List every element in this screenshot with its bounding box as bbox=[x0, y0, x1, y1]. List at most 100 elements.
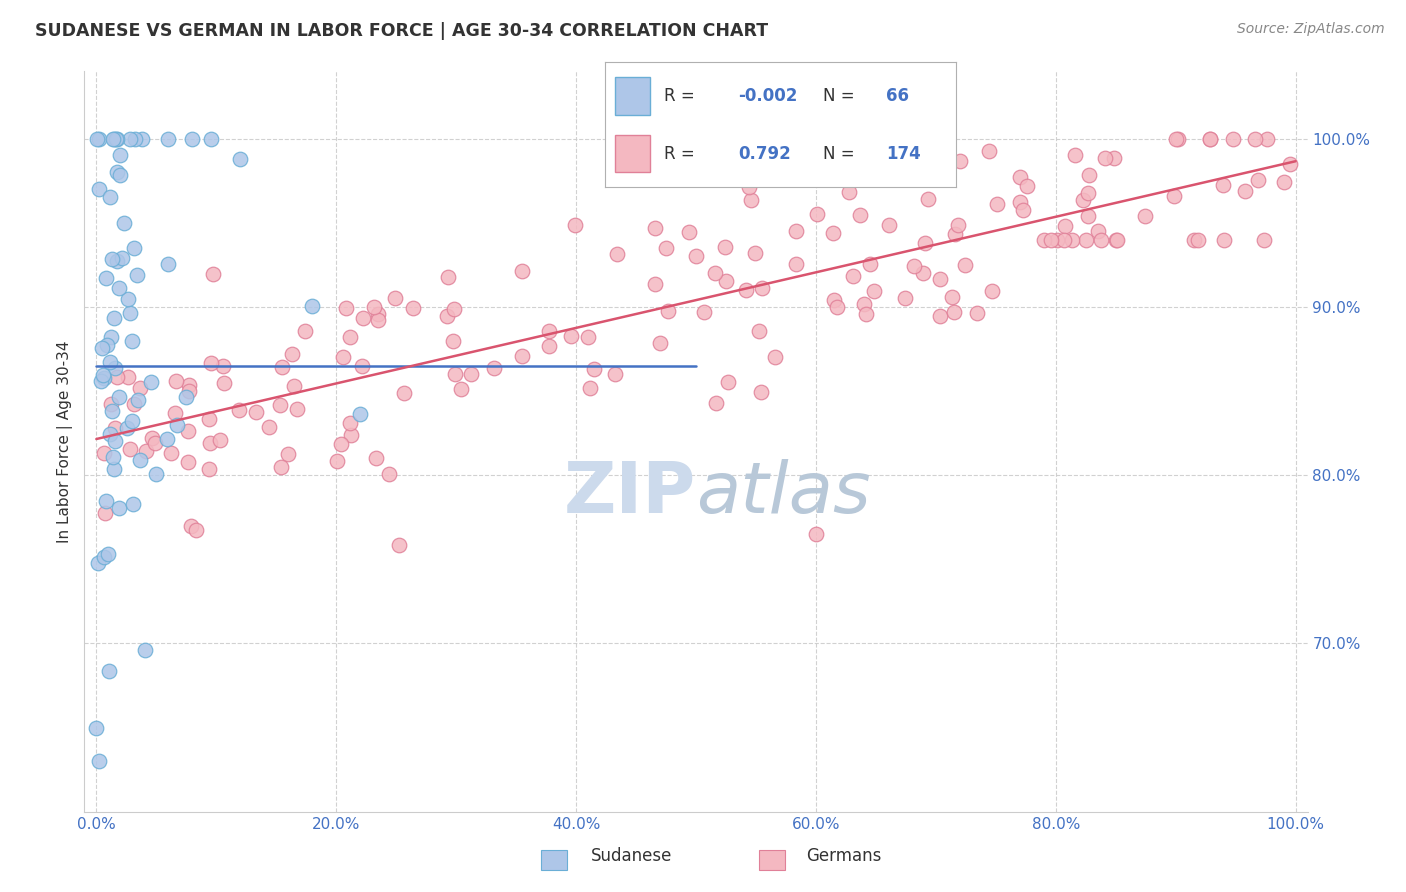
Point bbox=[388, 538, 411, 552]
Point bbox=[212, 376, 235, 390]
Point bbox=[946, 218, 969, 232]
Point bbox=[101, 131, 124, 145]
Point bbox=[862, 285, 884, 299]
Point bbox=[1071, 193, 1094, 207]
Point bbox=[180, 519, 202, 533]
Point bbox=[108, 168, 131, 182]
Point bbox=[785, 224, 807, 238]
Point bbox=[564, 218, 586, 232]
Point bbox=[245, 405, 267, 419]
Text: 174: 174 bbox=[886, 145, 921, 162]
Point bbox=[748, 324, 770, 338]
Point bbox=[103, 310, 125, 325]
Point bbox=[87, 182, 110, 196]
Point bbox=[104, 131, 127, 145]
Text: Source: ZipAtlas.com: Source: ZipAtlas.com bbox=[1237, 22, 1385, 37]
Point bbox=[257, 419, 280, 434]
Point bbox=[441, 334, 464, 348]
Point bbox=[339, 330, 361, 344]
Point bbox=[124, 131, 146, 145]
Point bbox=[281, 347, 304, 361]
Point bbox=[648, 335, 671, 350]
Point bbox=[1105, 233, 1128, 247]
Point bbox=[105, 254, 128, 268]
Point bbox=[482, 360, 505, 375]
Point bbox=[157, 257, 180, 271]
Point bbox=[93, 549, 115, 564]
Point bbox=[1222, 131, 1244, 145]
Point bbox=[644, 221, 666, 235]
Point bbox=[335, 301, 357, 315]
Point bbox=[367, 313, 389, 327]
Point bbox=[98, 427, 121, 442]
Point bbox=[1017, 179, 1039, 194]
Point bbox=[510, 349, 533, 363]
Point bbox=[283, 379, 305, 393]
Point bbox=[122, 497, 145, 511]
Point bbox=[1053, 233, 1076, 247]
Point bbox=[301, 299, 323, 313]
Point bbox=[200, 356, 222, 370]
Point bbox=[1008, 169, 1031, 184]
Point bbox=[209, 434, 232, 448]
Point bbox=[129, 453, 152, 467]
Point bbox=[693, 305, 716, 319]
Point bbox=[125, 268, 148, 283]
Point bbox=[201, 268, 224, 282]
Point bbox=[181, 131, 204, 145]
Point bbox=[145, 467, 167, 481]
Point bbox=[763, 351, 786, 365]
Point bbox=[340, 428, 363, 442]
Point bbox=[108, 148, 131, 162]
Text: atlas: atlas bbox=[696, 458, 870, 528]
Text: -0.002: -0.002 bbox=[738, 87, 797, 105]
Point bbox=[115, 421, 138, 435]
Point bbox=[87, 556, 110, 570]
Point bbox=[917, 192, 939, 206]
Point bbox=[443, 367, 465, 381]
Point bbox=[714, 240, 737, 254]
Point bbox=[363, 300, 385, 314]
Point bbox=[1077, 209, 1099, 223]
Point bbox=[1054, 219, 1077, 233]
Point bbox=[134, 643, 156, 657]
Point bbox=[1078, 168, 1101, 182]
Point bbox=[94, 271, 117, 285]
Point bbox=[576, 330, 599, 344]
Point bbox=[177, 384, 200, 399]
Point bbox=[657, 303, 679, 318]
Point bbox=[1212, 233, 1234, 247]
Point bbox=[269, 398, 291, 412]
Point bbox=[704, 266, 727, 280]
Point bbox=[738, 180, 761, 194]
Point bbox=[1253, 233, 1275, 247]
Text: R =: R = bbox=[665, 87, 695, 105]
Point bbox=[1199, 131, 1222, 145]
Point bbox=[100, 397, 122, 411]
Point bbox=[1163, 188, 1185, 202]
Point bbox=[200, 435, 222, 450]
Point bbox=[135, 444, 157, 458]
Point bbox=[270, 459, 292, 474]
Point bbox=[349, 407, 371, 421]
Point bbox=[877, 218, 900, 232]
Point bbox=[1045, 233, 1067, 247]
Point bbox=[751, 281, 773, 295]
Text: N =: N = bbox=[823, 145, 853, 162]
Point bbox=[1102, 152, 1125, 166]
Point bbox=[91, 342, 114, 356]
Point bbox=[118, 442, 141, 457]
Point bbox=[129, 381, 152, 395]
Point bbox=[118, 131, 141, 145]
Point bbox=[127, 392, 149, 407]
Point bbox=[97, 548, 120, 562]
Point bbox=[537, 339, 560, 353]
Point bbox=[873, 142, 896, 156]
Point bbox=[139, 375, 162, 389]
Point bbox=[364, 451, 387, 466]
Point bbox=[804, 527, 827, 541]
Point bbox=[605, 368, 627, 382]
Point bbox=[339, 417, 361, 431]
Point bbox=[131, 131, 153, 145]
Point bbox=[228, 403, 250, 417]
